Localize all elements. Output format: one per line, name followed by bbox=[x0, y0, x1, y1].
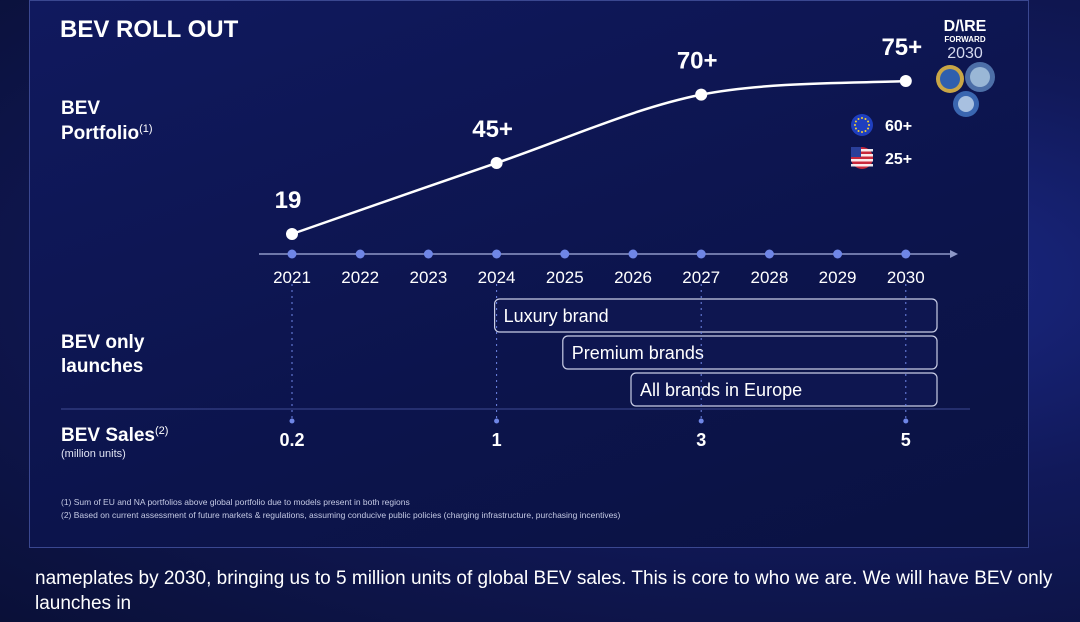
portfolio-point-2024 bbox=[490, 156, 503, 169]
footnote-1: (1) Sum of EU and NA portfolios above gl… bbox=[61, 497, 410, 507]
sales-unit: (million units) bbox=[61, 448, 126, 460]
regional-label-us: 25+ bbox=[885, 151, 912, 168]
guide-dot-2027 bbox=[698, 418, 704, 424]
portfolio-label-2027: 70+ bbox=[677, 48, 718, 75]
footnote-2: (2) Based on current assessment of futur… bbox=[61, 510, 621, 520]
portfolio-label-2021: 19 bbox=[275, 187, 302, 214]
axis-dot-2027 bbox=[696, 249, 706, 259]
year-label-2021: 2021 bbox=[273, 268, 311, 287]
dare-forward-logo: D/\RE FORWARD 2030 bbox=[936, 18, 995, 117]
year-label-2028: 2028 bbox=[750, 268, 788, 287]
regional-portfolio: 60+ 25+ bbox=[851, 114, 912, 169]
guide-dot-2024 bbox=[494, 418, 500, 424]
launches-label-line-1: BEV only bbox=[61, 332, 145, 353]
bev-rollout-chart: BEV ROLL OUT D/\RE FORWARD 2030 BEV Port… bbox=[60, 16, 995, 520]
sales-value-2021: 0.2 bbox=[279, 430, 304, 450]
portfolio-point-2027 bbox=[695, 88, 708, 101]
regional-label-eu: 60+ bbox=[885, 118, 912, 135]
portfolio-point-2030 bbox=[899, 75, 912, 87]
launch-bar-label-3: All brands in Europe bbox=[640, 380, 802, 400]
sales-value-2030: 5 bbox=[901, 430, 911, 450]
year-label-2029: 2029 bbox=[819, 268, 857, 287]
guide-dot-2021 bbox=[289, 418, 295, 424]
axis-dot-2028 bbox=[764, 249, 774, 259]
year-label-2022: 2022 bbox=[341, 268, 379, 287]
axis-dot-2026 bbox=[628, 249, 638, 259]
logo-line-3: 2030 bbox=[947, 45, 983, 62]
axis-dot-2021 bbox=[287, 249, 297, 259]
axis-dot-2023 bbox=[423, 249, 433, 259]
launch-bar-2 bbox=[562, 335, 938, 370]
portfolio-points: 19 45+ 70+ 75+ bbox=[275, 34, 922, 240]
year-label-2025: 2025 bbox=[546, 268, 584, 287]
axis-arrow-icon bbox=[950, 250, 958, 258]
guide-dot-2030 bbox=[903, 418, 909, 424]
sales-label: BEV Sales(2) bbox=[61, 425, 168, 446]
logo-line-1: D/\RE bbox=[944, 18, 987, 35]
slide-panel: BEV ROLL OUT D/\RE FORWARD 2030 BEV Port… bbox=[29, 0, 1029, 548]
slide-title: BEV ROLL OUT bbox=[60, 16, 239, 43]
logo-line-2: FORWARD bbox=[944, 35, 985, 44]
year-label-2030: 2030 bbox=[887, 268, 925, 287]
launch-bar-label-2: Premium brands bbox=[572, 343, 704, 363]
launch-bar-label-1: Luxury brand bbox=[504, 306, 609, 326]
year-label-2024: 2024 bbox=[478, 268, 516, 287]
launch-bars: Luxury brand Premium brands All brands in … bbox=[494, 298, 938, 407]
guide-lines bbox=[289, 284, 909, 424]
portfolio-label-line-1: BEV bbox=[61, 98, 100, 119]
launch-bar-3 bbox=[630, 372, 938, 407]
axis-dot-2024 bbox=[492, 249, 502, 259]
sales-values: 0.2 1 3 5 bbox=[279, 430, 910, 450]
sales-value-2027: 3 bbox=[696, 430, 706, 450]
axis-dot-2030 bbox=[901, 249, 911, 259]
portfolio-point-2021 bbox=[286, 228, 298, 240]
launches-label-line-2: launches bbox=[61, 356, 143, 377]
timeline-years: 2021 2022 2023 2024 2025 2026 2027 2028 2029 2030 bbox=[273, 249, 925, 287]
axis-dot-2029 bbox=[833, 249, 843, 259]
sales-value-2024: 1 bbox=[492, 430, 502, 450]
video-caption: nameplates by 2030, bringing us to 5 mil… bbox=[35, 568, 1053, 614]
launch-bar-1 bbox=[494, 298, 938, 333]
year-label-2026: 2026 bbox=[614, 268, 652, 287]
portfolio-label-line-2: Portfolio(1) bbox=[61, 123, 153, 144]
axis-dot-2022 bbox=[355, 249, 365, 259]
portfolio-label-2024: 45+ bbox=[472, 116, 513, 143]
portfolio-curve bbox=[291, 79, 906, 236]
axis-dot-2025 bbox=[560, 249, 570, 259]
logo-emblems-icon bbox=[936, 62, 995, 117]
eu-flag-icon bbox=[851, 114, 873, 136]
portfolio-label-2030: 75+ bbox=[881, 34, 922, 61]
year-label-2027: 2027 bbox=[682, 268, 720, 287]
year-label-2023: 2023 bbox=[409, 268, 447, 287]
us-flag-icon bbox=[851, 147, 873, 169]
